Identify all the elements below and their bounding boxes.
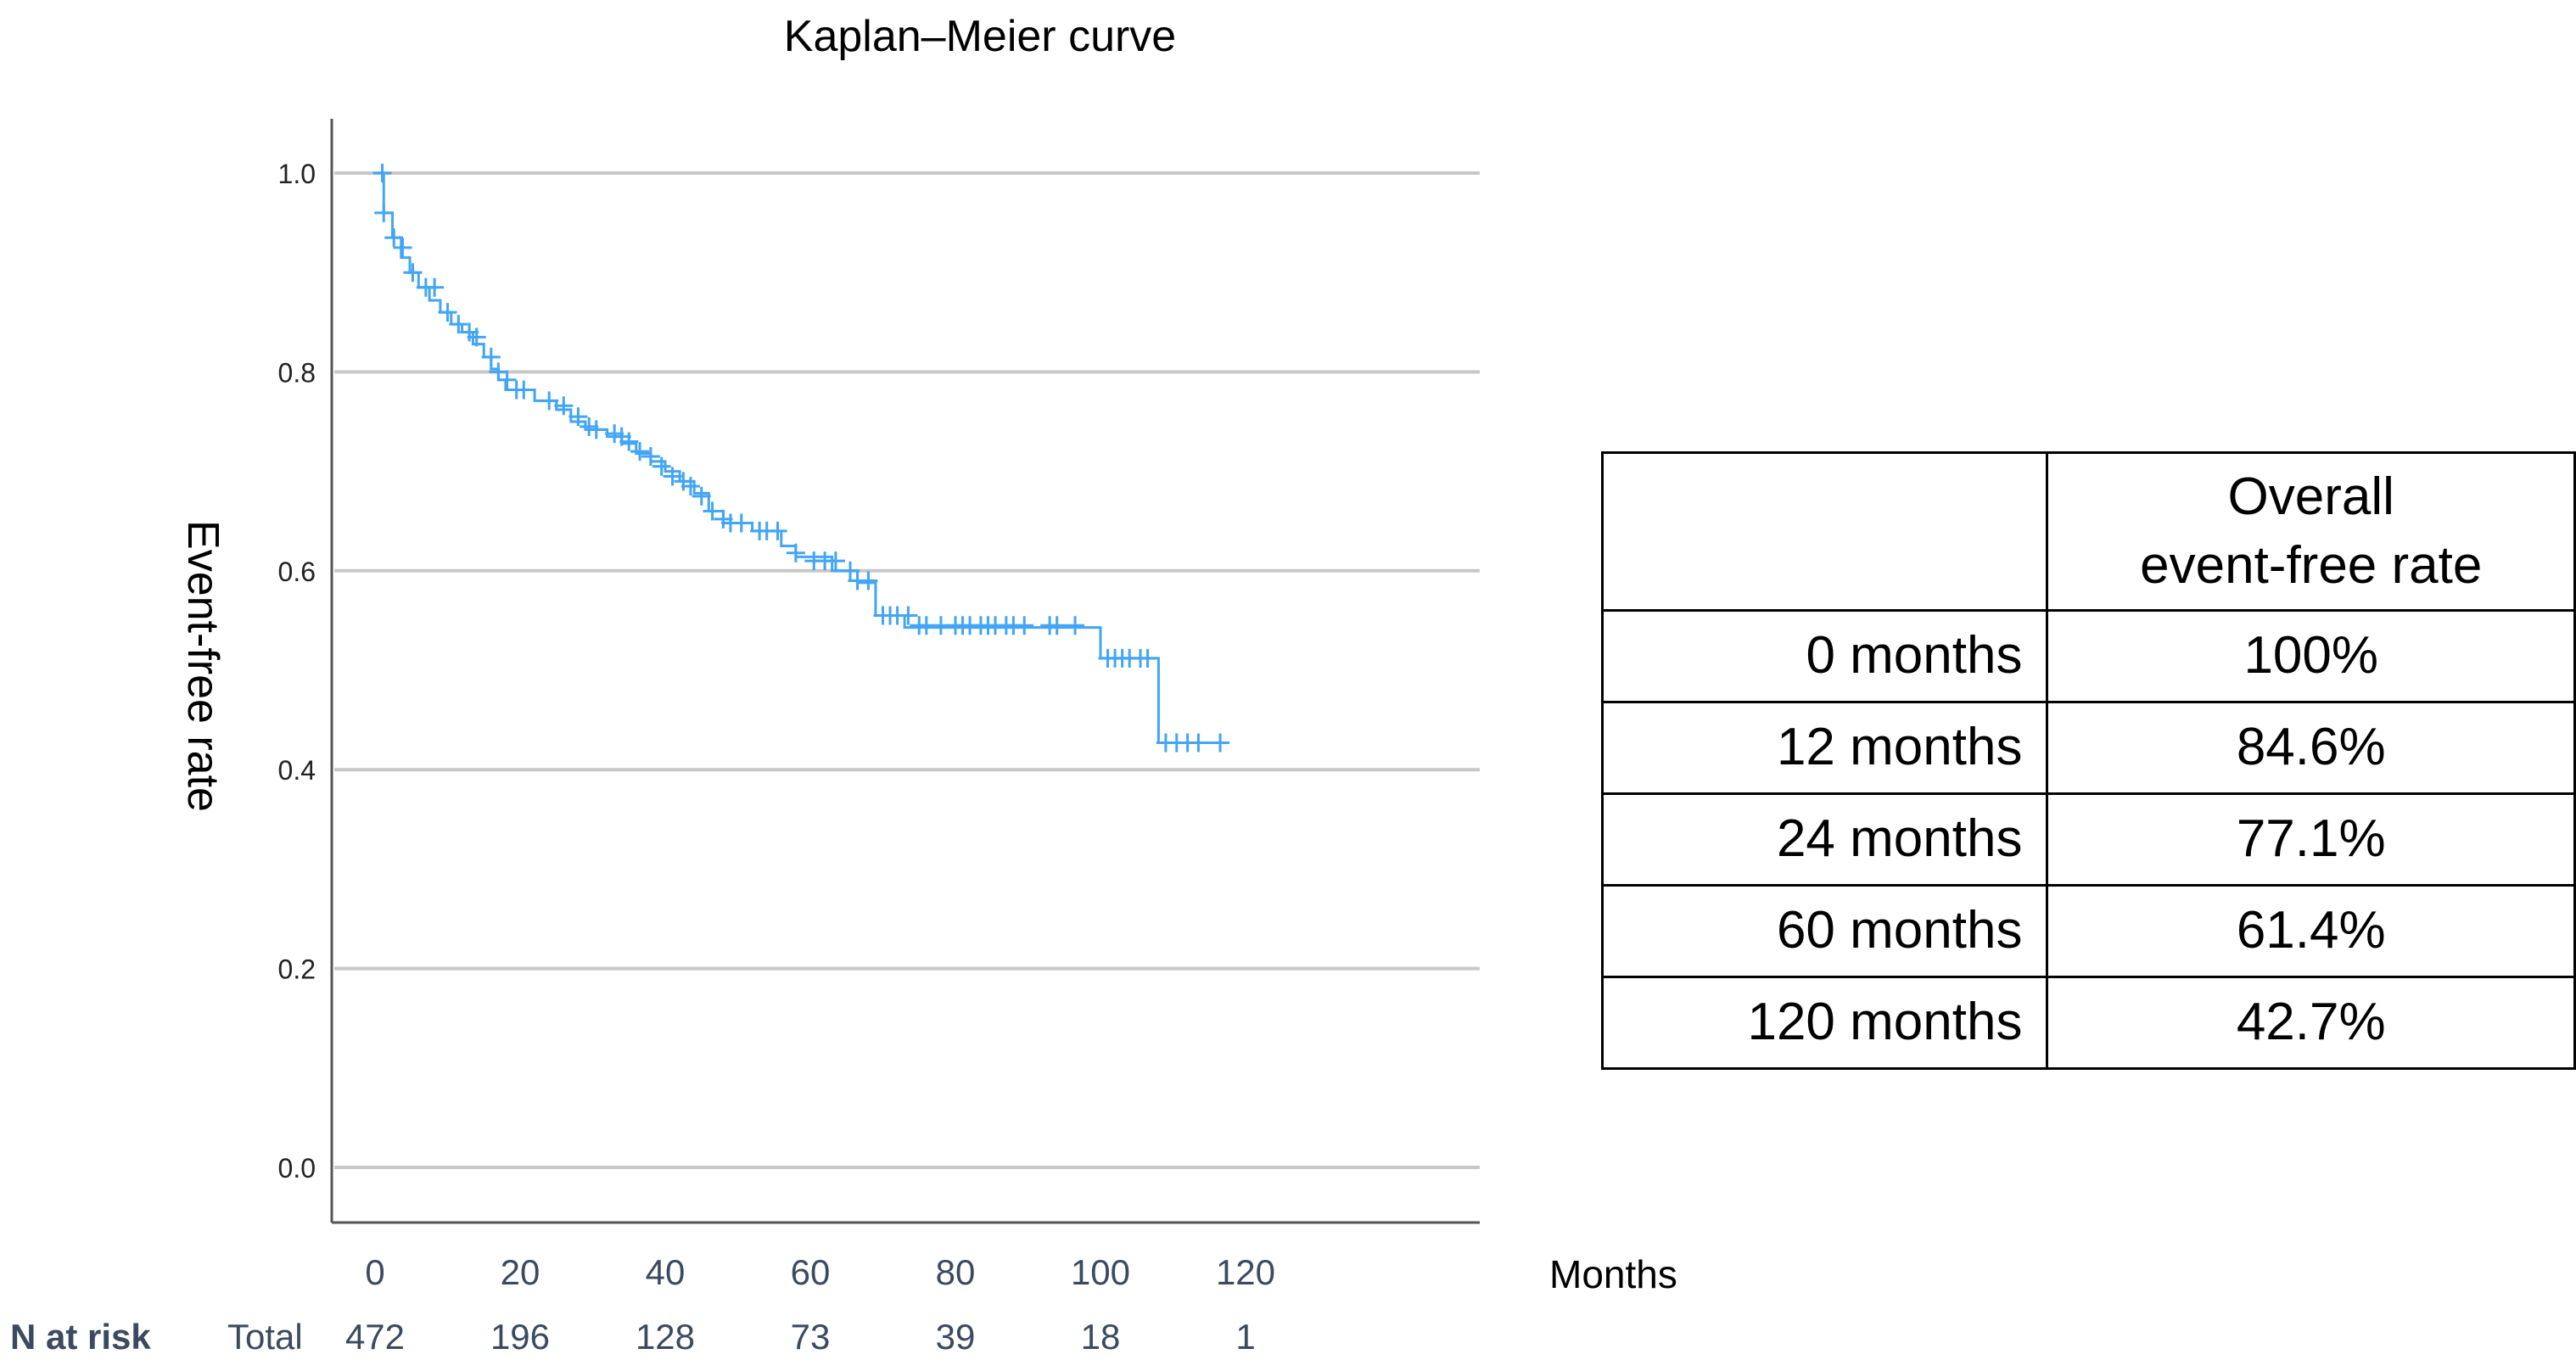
risk-value: 18 (1081, 1317, 1121, 1357)
row-label: 60 months (1600, 884, 2049, 978)
censor-mark (641, 447, 660, 467)
censor-mark (692, 486, 711, 506)
censor-mark (438, 303, 457, 322)
summary-table-header: Overall event-free rate (1600, 451, 2576, 612)
censor-mark (663, 467, 682, 486)
censor-mark (703, 501, 722, 521)
censor-mark (514, 380, 534, 400)
censor-mark (489, 362, 508, 382)
km-curve (375, 171, 1224, 745)
row-value: 77.1% (2046, 792, 2576, 887)
gridlines (334, 171, 1480, 1169)
risk-value: 1 (1235, 1317, 1255, 1357)
risk-value: 196 (490, 1317, 550, 1357)
row-value: 84.6% (2046, 701, 2576, 795)
censor-mark (630, 442, 650, 462)
censor-mark (374, 203, 394, 222)
y-axis-label: Event-free rate (178, 520, 227, 812)
y-tick-label: 0.0 (278, 1153, 316, 1184)
censor-mark (403, 263, 423, 283)
summary-table: Overall event-free rate 0 months 100% 12… (1600, 451, 2576, 1070)
risk-values: 472 196 128 73 39 18 1 (345, 1317, 1256, 1357)
censor-mark (586, 420, 606, 439)
censor-mark (449, 315, 468, 334)
censor-mark (1015, 616, 1034, 635)
censor-mark (841, 561, 860, 580)
censor-mark (899, 606, 918, 625)
risk-value: 73 (791, 1317, 831, 1357)
risk-table-group: Total (227, 1317, 303, 1357)
censor-mark (372, 164, 392, 182)
x-tick-label: 80 (936, 1252, 976, 1292)
x-tick-label: 40 (646, 1252, 686, 1292)
censor-mark (1047, 616, 1067, 635)
censor-mark (568, 407, 588, 427)
censor-mark (1066, 616, 1085, 635)
censor-mark (393, 238, 412, 257)
row-label: 12 months (1600, 701, 2049, 795)
row-label: 120 months (1600, 976, 2049, 1070)
risk-value: 39 (936, 1317, 976, 1357)
y-tick-label: 0.2 (278, 954, 316, 985)
row-value: 100% (2046, 609, 2576, 703)
censor-mark (1138, 648, 1157, 668)
censor-mark (467, 327, 486, 347)
x-tick-label: 20 (501, 1252, 540, 1292)
censor-mark (554, 396, 574, 416)
censor-mark (540, 391, 559, 411)
summary-row: 0 months 100% (1600, 609, 2576, 703)
header-line-1: Overall (2227, 467, 2394, 526)
censor-mark (859, 571, 878, 590)
y-tick-label: 0.4 (278, 755, 316, 786)
censor-mark (652, 456, 671, 476)
y-tick-label: 1.0 (278, 159, 316, 189)
chart-title: Kaplan–Meier curve (784, 12, 1176, 61)
x-tick-label: 0 (365, 1252, 384, 1292)
censor-mark (680, 477, 700, 496)
risk-value: 128 (636, 1317, 695, 1357)
summary-row: 12 months 84.6% (1600, 701, 2576, 795)
row-label: 24 months (1600, 792, 2049, 887)
x-tick-label: 120 (1216, 1252, 1275, 1292)
y-tick-label: 0.6 (278, 557, 316, 587)
censor-mark (425, 277, 445, 297)
row-value: 42.7% (2046, 976, 2576, 1070)
risk-table-title: N at risk (10, 1317, 151, 1357)
risk-value: 472 (345, 1317, 405, 1357)
censor-marks (372, 164, 1230, 753)
summary-row: 24 months 77.1% (1600, 792, 2576, 887)
censor-mark (384, 228, 404, 248)
censor-mark (481, 347, 501, 367)
summary-row: 120 months 42.7% (1600, 976, 2576, 1070)
y-tick-labels: 0.0 0.2 0.4 0.6 0.8 1.0 (278, 159, 316, 1184)
header-empty-cell (1600, 451, 2049, 612)
x-axis-label: Months (1549, 1252, 1677, 1296)
header-line-2: event-free rate (2140, 535, 2483, 595)
censor-mark (1211, 733, 1230, 753)
censor-mark (731, 513, 751, 533)
summary-row: 60 months 61.4% (1600, 884, 2576, 978)
row-label: 0 months (1600, 609, 2049, 703)
censor-mark (619, 432, 639, 451)
censor-mark (786, 543, 805, 562)
header-label-cell: Overall event-free rate (2046, 451, 2576, 612)
censor-mark (1189, 733, 1208, 753)
y-tick-label: 0.8 (278, 357, 316, 388)
censor-mark (826, 551, 845, 571)
x-tick-label: 100 (1071, 1252, 1130, 1292)
x-tick-label: 60 (791, 1252, 831, 1292)
censor-mark (497, 370, 517, 389)
row-value: 61.4% (2046, 884, 2576, 978)
censor-mark (768, 521, 787, 540)
x-tick-labels: 0 20 40 60 80 100 120 (365, 1252, 1275, 1292)
